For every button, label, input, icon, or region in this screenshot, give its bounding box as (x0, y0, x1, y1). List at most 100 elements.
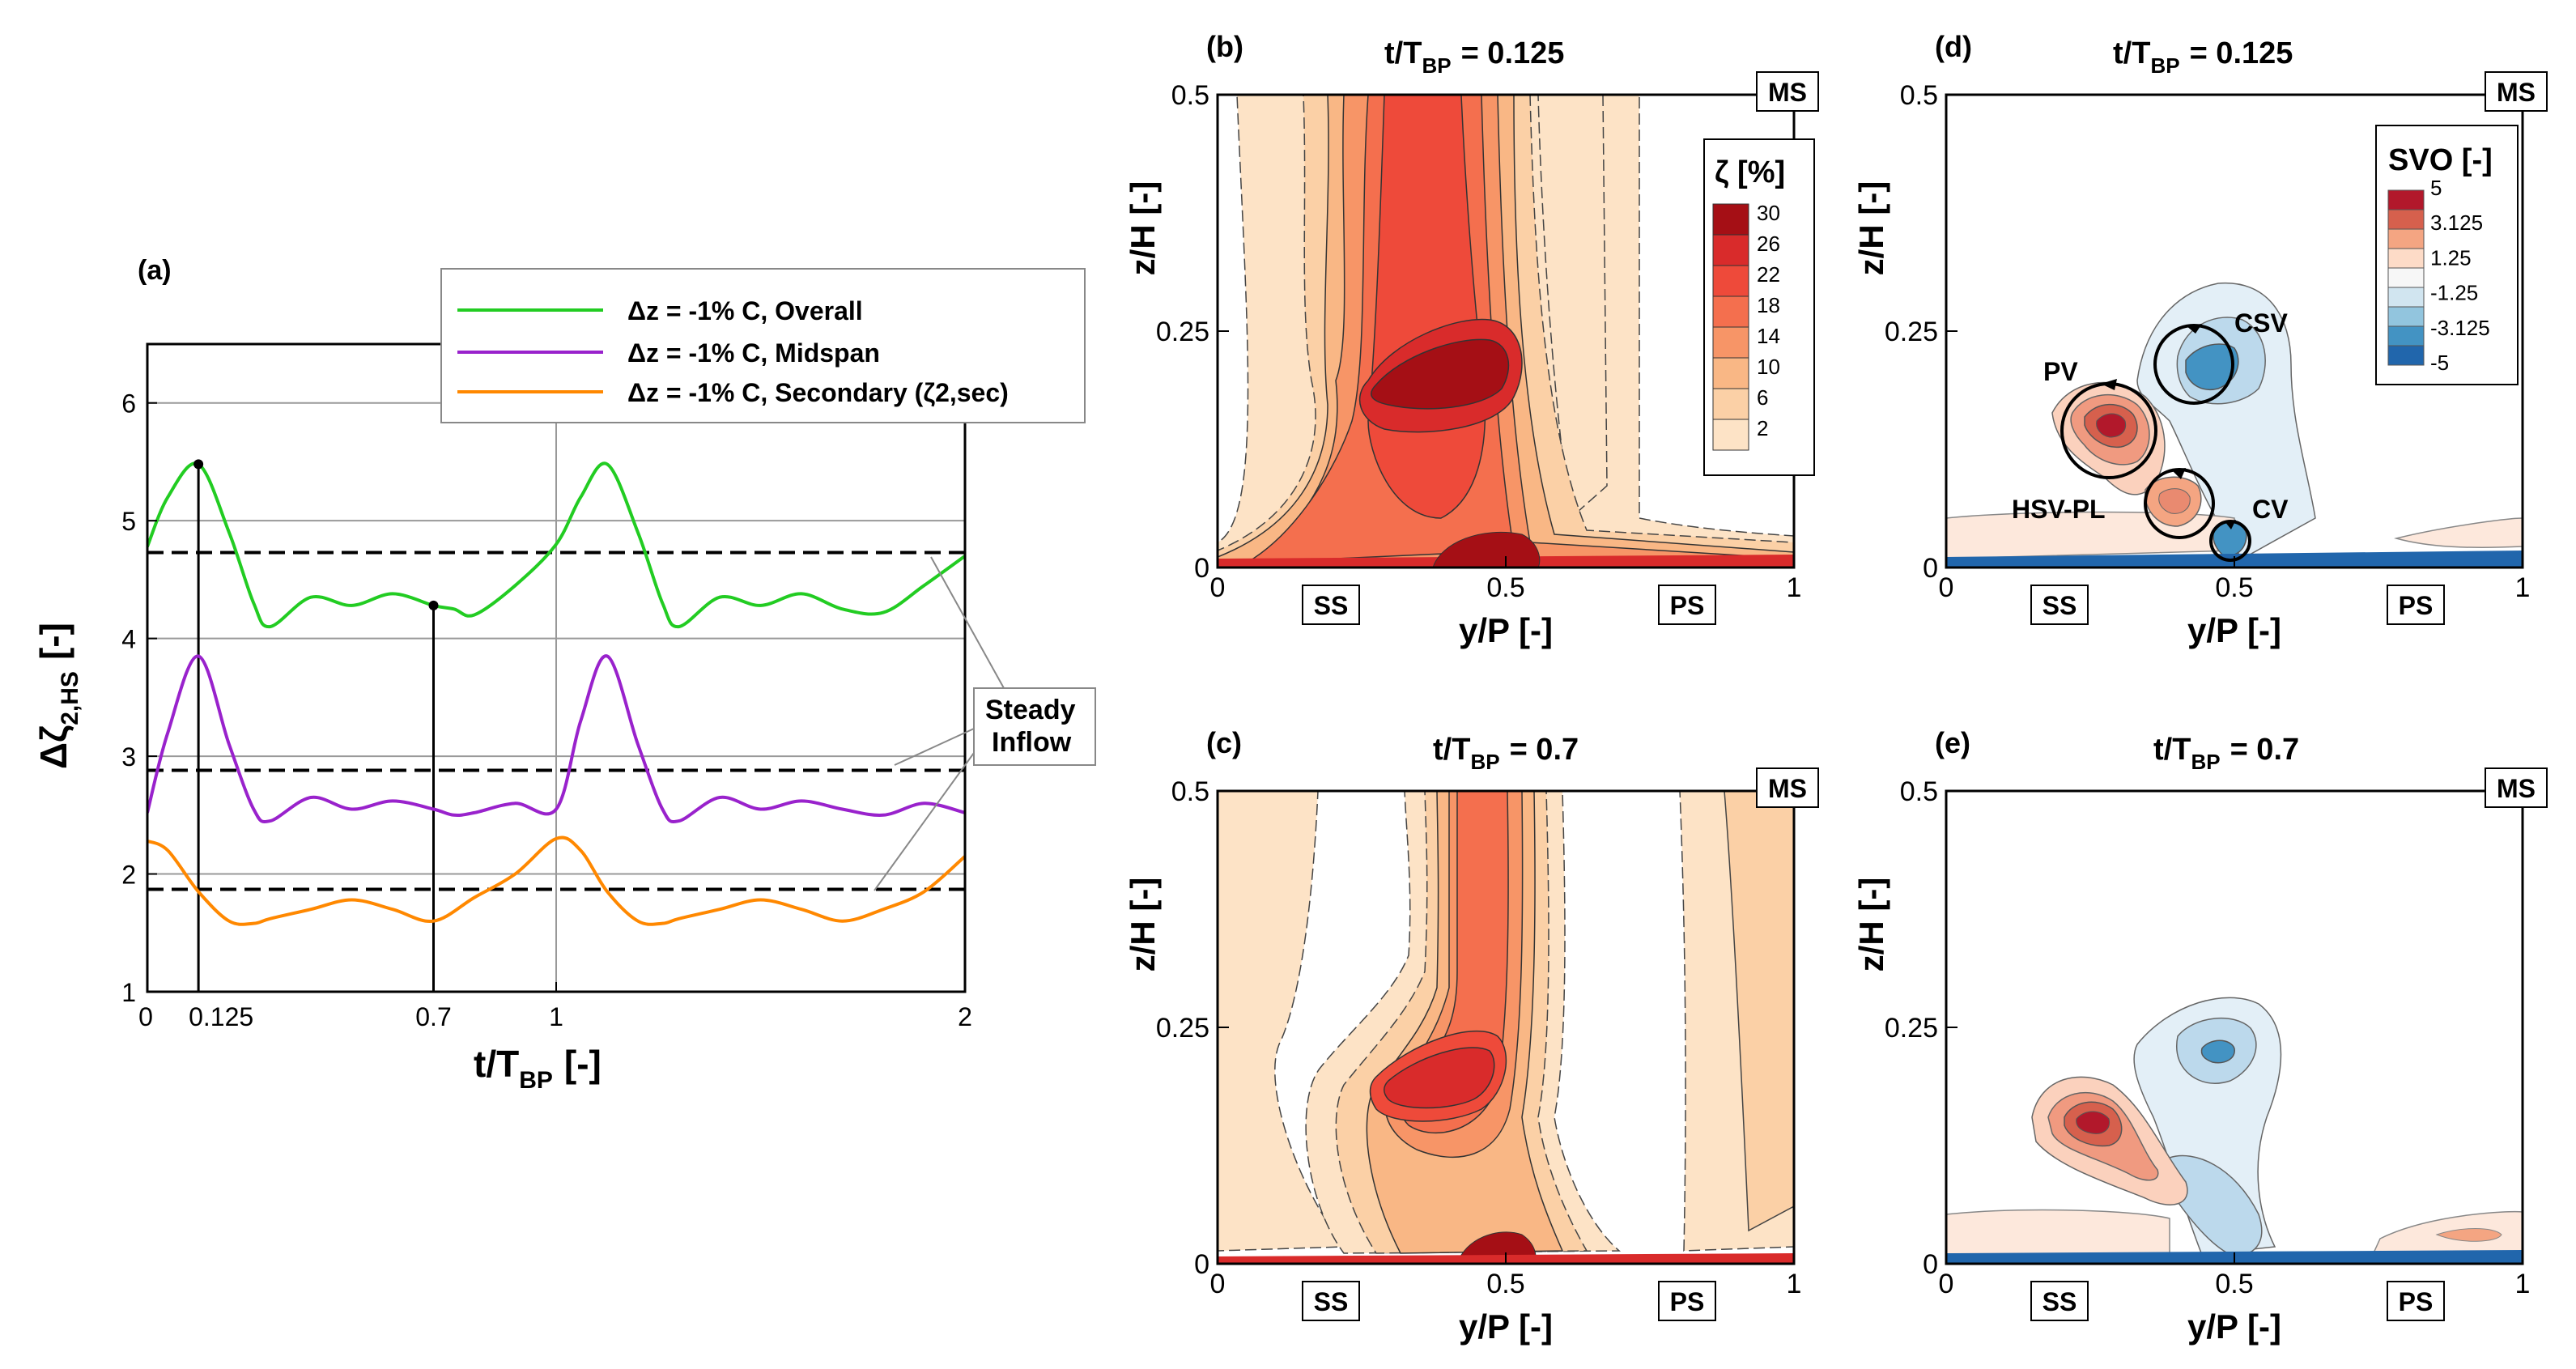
series-line-midspan (147, 654, 965, 824)
x-axis-label: y/P [-] (1459, 611, 1553, 649)
label-ms-box (1756, 71, 1819, 112)
data-point-marker (193, 459, 204, 470)
svo-colorbar-swatch (2387, 287, 2425, 308)
zeta-colorbar-label: 6 (1757, 385, 1768, 410)
panel-a-legend: Δz = -1% C, Overall Δz = -1% C, Midspan … (440, 268, 1086, 423)
label-ss-box (1302, 1281, 1360, 1321)
legend-entry-overall: Δz = -1% C, Overall (627, 296, 863, 325)
panel-a-ylabel: Δζ2,HS[-] (32, 623, 83, 769)
svo-colorbar-label: -5 (2430, 351, 2449, 375)
label-ps: PS (1670, 1287, 1705, 1316)
zeta-level-2-right (1537, 95, 1608, 520)
x-tick-label: 1 (1787, 572, 1802, 603)
zeta-colorbar-label: 26 (1757, 232, 1780, 256)
panel-a-label: (a) (138, 255, 172, 286)
y-tick-label: 6 (121, 389, 136, 419)
zeta-colorbar: ζ [%] 30 26 22 18 14 10 6 2 (1703, 138, 1815, 476)
label-ss-box (2030, 1281, 2089, 1321)
zeta-colorbar-swatch (1712, 265, 1749, 297)
x-tick-label: 1 (2515, 572, 2531, 603)
vortex-label-csv: CSV (2234, 308, 2288, 338)
panel-d-label: (d) (1935, 30, 1972, 63)
label-ps: PS (2399, 591, 2434, 620)
label-ps-box (2387, 585, 2445, 625)
x-tick-label: 0 (1210, 1269, 1226, 1299)
pv-arrow (2101, 379, 2117, 390)
y-axis-label: z/H [-] (1852, 878, 1890, 972)
svo-background-positive (1946, 511, 2235, 559)
svo-colorbar-label: 1.25 (2430, 245, 2472, 270)
steady-inflow-annotation: Steady Inflow (874, 556, 1096, 891)
svo-colorbar-swatch (2387, 248, 2425, 269)
y-axis-label: z/H [-] (1124, 181, 1162, 276)
panel-e-title: t/TBP = 0.7 (2153, 733, 2299, 774)
zeta-colorbar-swatch (1712, 388, 1749, 420)
panel-e: (e) t/TBP = 0.7 0 0.5 1 0 0.25 0.5 y/P [-] z/H [… (1852, 726, 2548, 1346)
steady-inflow-leader-3 (874, 752, 975, 891)
y-tick-label: 0 (1923, 553, 1938, 584)
zeta-near-wall-peak (1432, 531, 1541, 568)
vortex-label-hsv-pl: HSV-PL (2012, 495, 2106, 524)
x-tick-label: 0.5 (2215, 572, 2253, 603)
vortex-label-cv: CV (2252, 495, 2289, 524)
zeta-level-26 (1384, 1047, 1495, 1109)
x-tick-label: 0.7 (415, 1002, 451, 1031)
svo-colorbar-swatch (2387, 306, 2425, 327)
panel-d-axes: 0 0.5 1 0 0.25 0.5 y/P [-] z/H [-] MS SS PS (1852, 71, 2548, 649)
panel-d: (d) t/TBP = 0.125 CSV PV (1852, 30, 2548, 649)
svo-colorbar-label: -3.125 (2430, 316, 2490, 340)
svo-colorbar-label: 5 (2430, 176, 2442, 200)
label-ms: MS (1768, 78, 1807, 107)
label-ss: SS (2043, 1287, 2077, 1316)
x-tick-label: 0 (1210, 572, 1226, 603)
zeta-level-30 (1371, 338, 1510, 410)
x-tick-label: 1 (2515, 1269, 2531, 1299)
panel-c: (c) t/TBP = 0.7 0 0.5 1 0 0.25 0.5 y/P [-] z/H [… (1124, 726, 1819, 1346)
panel-a-vertical-lines (197, 344, 557, 992)
x-tick-label: 0.5 (1486, 572, 1524, 603)
zeta-colorbar-swatch (1712, 419, 1749, 451)
x-tick-label: 1 (1787, 1269, 1802, 1299)
svo-colorbar-title: SVO [-] (2388, 143, 2493, 177)
panel-e-axes: 0 0.5 1 0 0.25 0.5 y/P [-] z/H [-] MS SS PS (1852, 767, 2548, 1346)
y-axis-label: z/H [-] (1852, 181, 1890, 276)
panel-b-label: (b) (1206, 30, 1243, 63)
y-tick-label: 0 (1194, 553, 1209, 584)
x-tick-label: 0 (1939, 1269, 1954, 1299)
panel-c-contours (1218, 791, 1794, 1264)
panel-d-title: t/TBP = 0.125 (2113, 36, 2293, 78)
panel-b-title: t/TBP = 0.125 (1384, 36, 1564, 78)
x-tick-label: 0.5 (1486, 1269, 1524, 1299)
zeta-colorbar-swatch (1712, 234, 1749, 266)
y-tick-label: 1 (121, 978, 136, 1007)
data-point-marker (428, 600, 439, 610)
label-ms-box (1756, 767, 1819, 808)
svo-right-positive (2394, 517, 2523, 548)
cv-arrow (2225, 520, 2236, 529)
label-ss: SS (1314, 1287, 1349, 1316)
zeta-colorbar-swatch (1712, 357, 1749, 389)
panel-a-xlabel: t/TBP [-] (474, 1043, 601, 1094)
y-tick-label: 3 (121, 742, 136, 772)
y-tick-label: 5 (121, 507, 136, 536)
x-tick-label: 1 (549, 1002, 563, 1031)
svo-colorbar-label: -1.25 (2430, 281, 2478, 305)
legend-entry-midspan: Δz = -1% C, Midspan (627, 338, 880, 368)
series-line-overall (147, 461, 965, 629)
svo-hsv-pl-core (2158, 488, 2191, 514)
panel-a: (a) 0 0.125 0.7 1 2 1 2 3 4 5 6 t/TBP [-] Δζ2,HS[-… (32, 255, 1096, 1094)
label-ms: MS (2497, 774, 2536, 803)
svo-colorbar-swatch (2387, 345, 2425, 366)
steady-inflow-leader-2 (894, 728, 975, 766)
zeta-colorbar-label: 30 (1757, 201, 1780, 225)
svo-colorbar-label: 3.125 (2430, 210, 2483, 235)
zeta-colorbar-title: ζ [%] (1715, 155, 1785, 189)
y-tick-label: 0 (1194, 1249, 1209, 1280)
label-ss: SS (1314, 591, 1349, 620)
label-ps-box (1658, 1281, 1716, 1321)
panel-e-contours (1946, 791, 2523, 1264)
zeta-colorbar-swatch (1712, 295, 1749, 328)
